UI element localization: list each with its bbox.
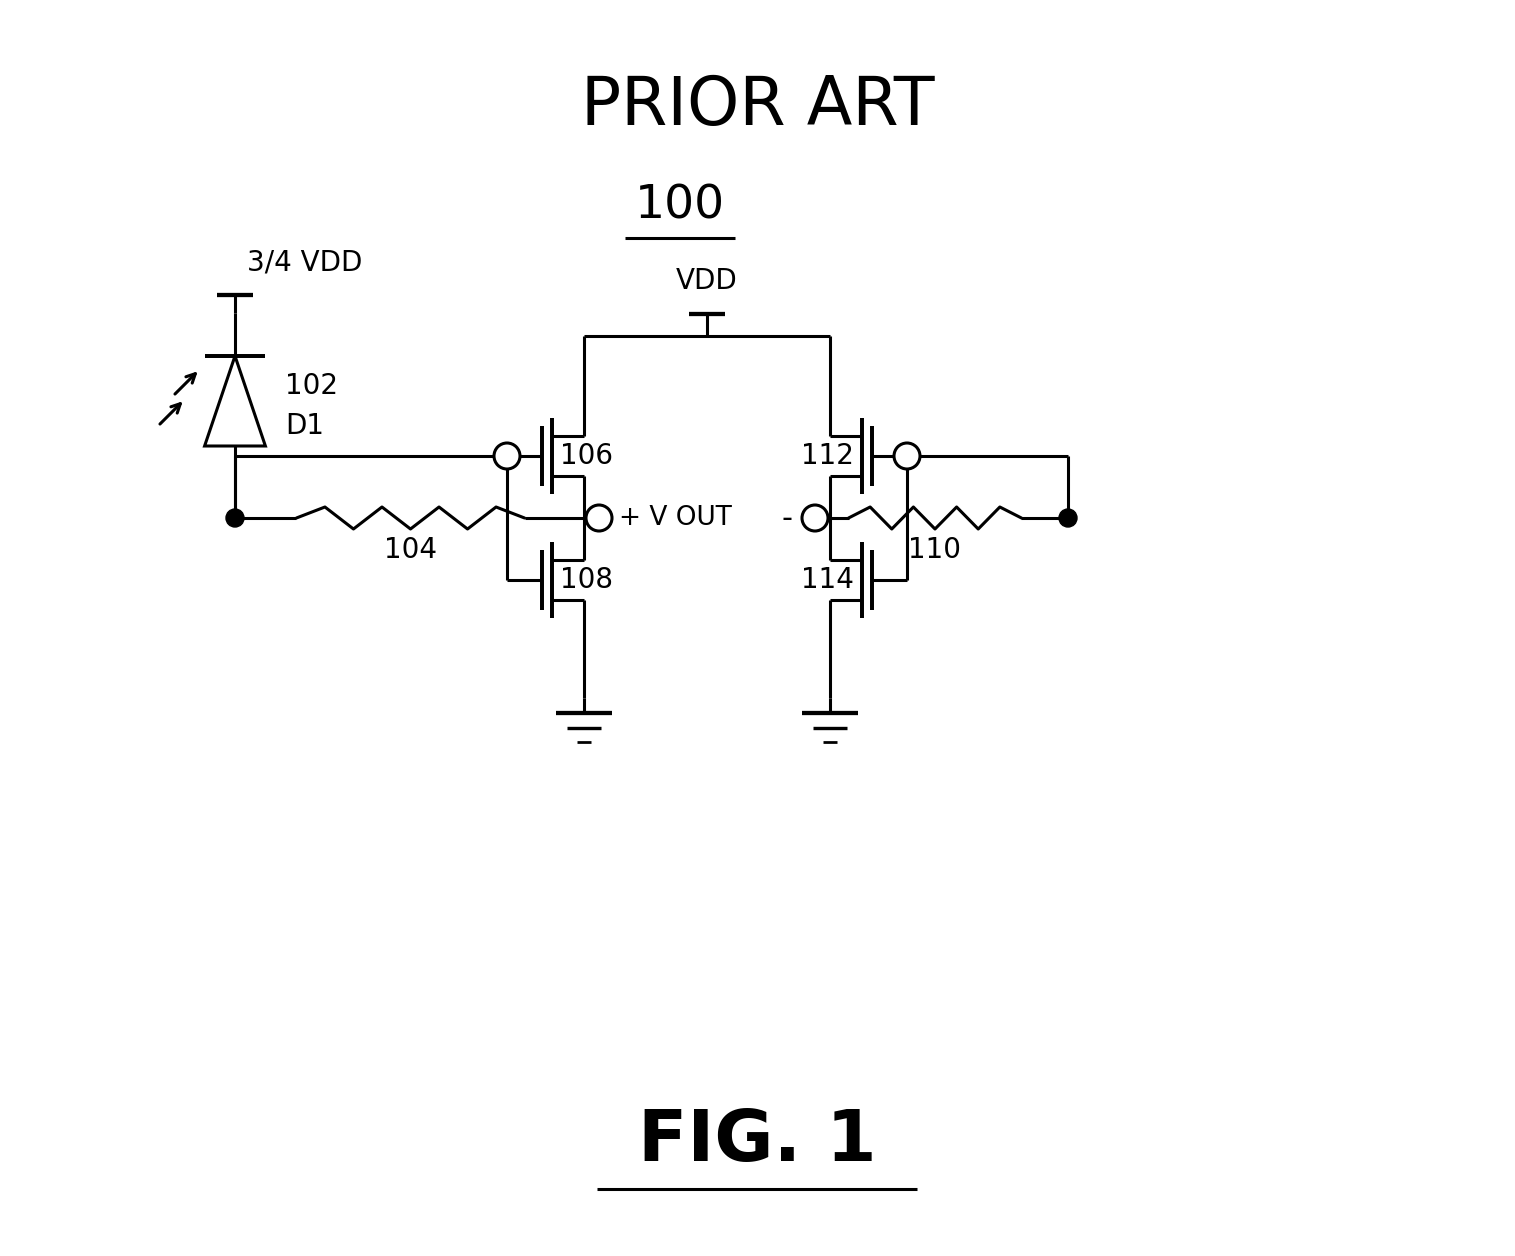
Circle shape (894, 443, 920, 468)
Text: VDD: VDD (676, 268, 738, 295)
Circle shape (801, 505, 829, 531)
Text: PRIOR ART: PRIOR ART (580, 73, 935, 139)
Text: 100: 100 (635, 183, 726, 229)
Text: -: - (782, 504, 792, 533)
Text: 110: 110 (909, 536, 962, 564)
Text: 104: 104 (383, 536, 436, 564)
Text: D1: D1 (285, 412, 324, 440)
Text: 102: 102 (285, 372, 338, 399)
Circle shape (494, 443, 520, 468)
Circle shape (226, 509, 244, 528)
Circle shape (1059, 509, 1077, 528)
Text: 106: 106 (561, 442, 614, 470)
Text: 108: 108 (561, 566, 614, 594)
Circle shape (586, 505, 612, 531)
Text: 114: 114 (801, 566, 854, 594)
Text: 112: 112 (801, 442, 854, 470)
Polygon shape (205, 355, 265, 446)
Text: + V OUT: + V OUT (620, 505, 732, 531)
Text: FIG. 1: FIG. 1 (638, 1107, 877, 1176)
Text: 3/4 VDD: 3/4 VDD (247, 249, 362, 278)
